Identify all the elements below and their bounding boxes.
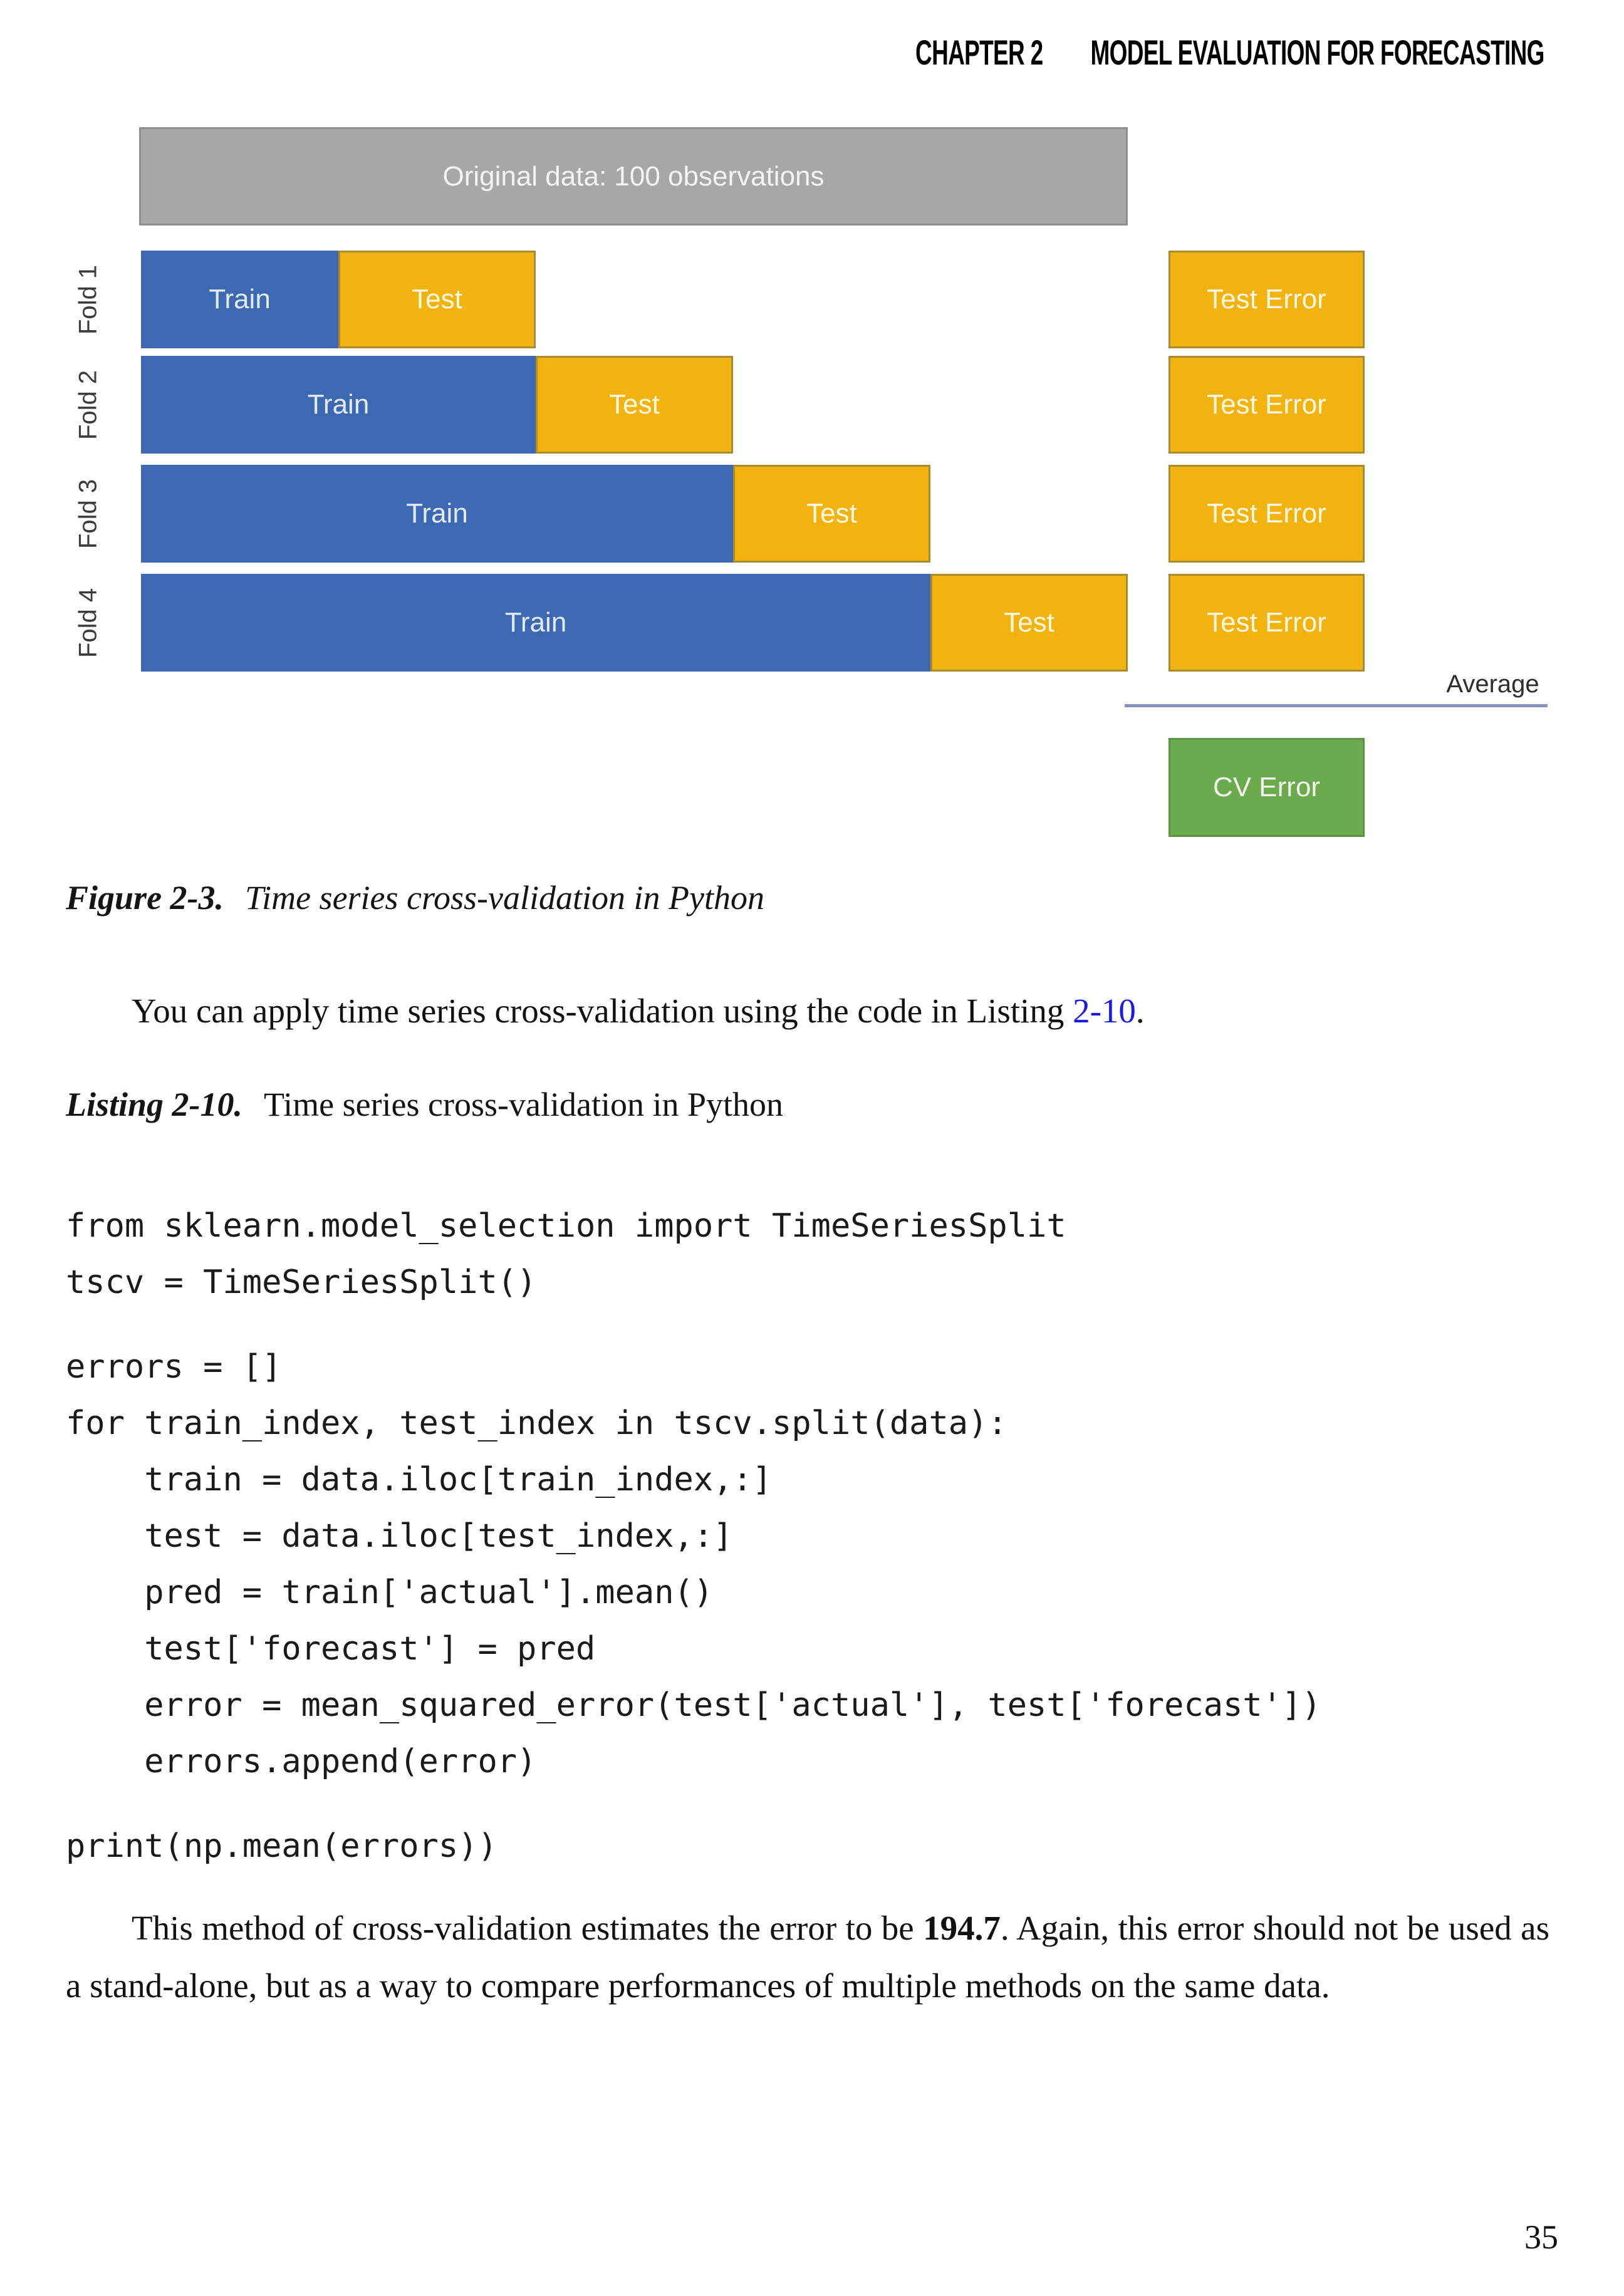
running-head-title: MODEL EVALUATION FOR FORECASTING [1090,33,1545,72]
running-head: CHAPTER 2 MODEL EVALUATION FOR FORECASTI… [915,35,1544,70]
code-listing: from sklearn.model_selection import Time… [66,1198,1321,1874]
code-group-print: print(np.mean(errors)) [66,1818,1321,1874]
figure-caption-title: Time series cross-validation in Python [245,879,764,917]
code-group-imports: from sklearn.model_selection import Time… [66,1198,1321,1311]
listing-caption: Listing 2-10. Time series cross-validatio… [66,1085,783,1124]
code-line: test['forecast'] = pred [66,1630,596,1668]
fold-1-test-bar: Test [338,251,536,348]
paragraph-1-text: You can apply time series cross-validati… [132,992,1073,1030]
page-number: 35 [1524,2218,1558,2256]
code-line: error = mean_squared_error(test['actual'… [66,1686,1321,1724]
body-paragraph-2: This method of cross-validation estimate… [66,1899,1549,2015]
code-line: tscv = TimeSeriesSplit() [66,1264,537,1301]
fold-2-test-error-box: Test Error [1169,356,1365,454]
code-group-loop: errors = [] for train_index, test_index … [66,1339,1321,1790]
fold-2-train-bar: Train [141,356,536,454]
average-label: Average [1446,670,1539,698]
fold-2-test-bar: Test [536,356,733,454]
figure-caption: Figure 2-3. Time series cross-validation … [66,878,764,917]
average-divider-line [1125,704,1548,707]
fold-3-train-bar: Train [141,465,733,563]
code-line: for train_index, test_index in tscv.spli… [66,1405,1007,1442]
code-line: errors = [] [66,1348,282,1386]
fold-1-label: Fold 1 [74,264,102,335]
paragraph-1-period: . [1135,992,1145,1030]
fold-3-test-error-box: Test Error [1169,465,1365,563]
fold-3-test-bar: Test [733,465,930,563]
code-line: from sklearn.model_selection import Time… [66,1207,1066,1245]
code-line: pred = train['actual'].mean() [66,1574,714,1611]
fold-4-label: Fold 4 [74,588,102,658]
fold-row-3: Fold 3 Train Test Test Error [0,465,1624,563]
fold-row-4: Fold 4 Train Test Test Error [0,574,1624,672]
running-head-chapter: CHAPTER 2 [915,33,1043,72]
fold-1-train-bar: Train [141,251,338,348]
fold-2-label: Fold 2 [74,370,102,440]
cross-validation-diagram: Original data: 100 observations Fold 1 T… [0,112,1624,841]
code-line: test = data.iloc[test_index,:] [66,1517,733,1555]
fold-1-test-error-box: Test Error [1169,251,1365,348]
figure-caption-label: Figure 2-3. [66,879,224,917]
paragraph-2-text: This method of cross-validation estimate… [132,1909,924,1947]
cv-error-box: CV Error [1169,738,1365,837]
code-line: errors.append(error) [66,1743,537,1780]
code-line: print(np.mean(errors)) [66,1827,497,1865]
error-value: 194.7 [923,1909,1001,1947]
listing-2-10-link[interactable]: 2-10 [1073,992,1136,1030]
fold-4-test-bar: Test [930,574,1128,672]
fold-3-label: Fold 3 [74,479,102,549]
code-line: train = data.iloc[train_index,:] [66,1461,773,1499]
body-paragraph-1: You can apply time series cross-validati… [66,982,1551,1040]
listing-caption-title: Time series cross-validation in Python [264,1086,783,1123]
listing-caption-label: Listing 2-10. [66,1086,243,1123]
fold-row-1: Fold 1 Train Test Test Error [0,251,1624,348]
fold-row-2: Fold 2 Train Test Test Error [0,356,1624,454]
fold-4-train-bar: Train [141,574,930,672]
original-data-bar: Original data: 100 observations [139,127,1128,226]
fold-4-test-error-box: Test Error [1169,574,1365,672]
paragraph-2-rest: . Again, this error should not be used a… [66,1909,1549,2005]
